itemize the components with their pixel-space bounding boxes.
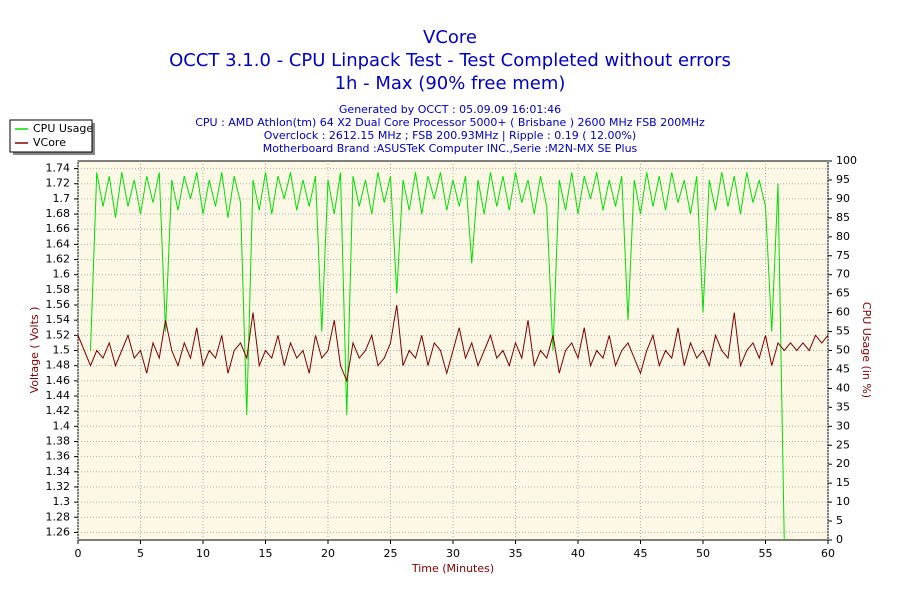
y-tick-label: 1.64 xyxy=(46,237,71,250)
y-tick-label: 1.62 xyxy=(46,253,71,266)
y2-tick-label: 55 xyxy=(836,325,850,338)
y-tick-label: 1.4 xyxy=(53,419,71,432)
legend-label: CPU Usage xyxy=(33,122,93,135)
y-tick-label: 1.6 xyxy=(53,268,71,281)
y-tick-label: 1.46 xyxy=(46,374,71,387)
y2-tick-label: 25 xyxy=(836,438,850,451)
y2-tick-label: 95 xyxy=(836,173,850,186)
y2-tick-label: 40 xyxy=(836,381,850,394)
y-tick-label: 1.74 xyxy=(46,162,71,175)
y-tick-label: 1.48 xyxy=(46,359,71,372)
y2-tick-label: 65 xyxy=(836,287,850,300)
legend-label: VCore xyxy=(33,136,66,149)
x-tick-label: 55 xyxy=(759,547,773,560)
y-tick-label: 1.68 xyxy=(46,207,71,220)
y-tick-label: 1.42 xyxy=(46,404,71,417)
y-tick-label: 1.52 xyxy=(46,328,71,341)
y2-tick-label: 75 xyxy=(836,249,850,262)
x-tick-label: 20 xyxy=(321,547,335,560)
y2-tick-label: 35 xyxy=(836,400,850,413)
y2-tick-label: 60 xyxy=(836,306,850,319)
subtitle: OCCT 3.1.0 - CPU Linpack Test - Test Com… xyxy=(169,50,731,71)
x-tick-label: 40 xyxy=(571,547,585,560)
y2-tick-label: 70 xyxy=(836,268,850,281)
x-tick-label: 45 xyxy=(634,547,648,560)
info: CPU : AMD Athlon(tm) 64 X2 Dual Core Pro… xyxy=(195,116,705,129)
y2-tick-label: 80 xyxy=(836,230,850,243)
y2-tick-label: 15 xyxy=(836,476,850,489)
x-axis-label: Time (Minutes) xyxy=(411,562,494,575)
y2-tick-label: 100 xyxy=(836,154,857,167)
y2-tick-label: 85 xyxy=(836,211,850,224)
info: Overclock : 2612.15 MHz ; FSB 200.93MHz … xyxy=(264,129,636,142)
y-tick-label: 1.3 xyxy=(53,495,71,508)
y2-tick-label: 20 xyxy=(836,457,850,470)
y-tick-label: 1.44 xyxy=(46,389,71,402)
x-tick-label: 10 xyxy=(196,547,210,560)
x-tick-label: 15 xyxy=(259,547,273,560)
x-tick-label: 35 xyxy=(509,547,523,560)
y-tick-label: 1.38 xyxy=(46,434,71,447)
y-tick-label: 1.58 xyxy=(46,283,71,296)
x-tick-label: 50 xyxy=(696,547,710,560)
y2-tick-label: 50 xyxy=(836,344,850,357)
y-tick-label: 1.28 xyxy=(46,510,71,523)
y2-tick-label: 30 xyxy=(836,419,850,432)
y-axis-label: Voltage ( Volts ) xyxy=(28,307,41,394)
y-tick-label: 1.66 xyxy=(46,222,71,235)
y-tick-label: 1.34 xyxy=(46,465,71,478)
x-tick-label: 5 xyxy=(137,547,144,560)
legend-box xyxy=(9,119,93,153)
data-line xyxy=(90,172,785,541)
y-tick-label: 1.7 xyxy=(53,192,71,205)
y-tick-label: 1.56 xyxy=(46,298,71,311)
x-tick-label: 60 xyxy=(821,547,835,560)
y-tick-label: 1.54 xyxy=(46,313,71,326)
y-tick-label: 1.32 xyxy=(46,480,71,493)
y2-tick-label: 45 xyxy=(836,362,850,375)
x-tick-label: 0 xyxy=(75,547,82,560)
subtitle: 1h - Max (90% free mem) xyxy=(335,73,566,94)
y2-tick-label: 0 xyxy=(836,533,843,546)
data-line xyxy=(77,304,829,383)
x-tick-label: 30 xyxy=(446,547,460,560)
y2-axis-label: CPU Usage (in %) xyxy=(860,302,873,398)
y2-tick-label: 10 xyxy=(836,495,850,508)
y-tick-label: 1.5 xyxy=(53,344,71,357)
info: Generated by OCCT : 05.09.09 16:01:46 xyxy=(339,103,561,116)
y-tick-label: 1.26 xyxy=(46,525,71,538)
y2-tick-label: 5 xyxy=(836,514,843,527)
chart-title: VCore xyxy=(423,27,477,48)
y2-tick-label: 90 xyxy=(836,192,850,205)
info: Motherboard Brand :ASUSTeK Computer INC.… xyxy=(263,142,638,155)
y-tick-label: 1.72 xyxy=(46,177,71,190)
y-tick-label: 1.36 xyxy=(46,450,71,463)
x-tick-label: 25 xyxy=(384,547,398,560)
